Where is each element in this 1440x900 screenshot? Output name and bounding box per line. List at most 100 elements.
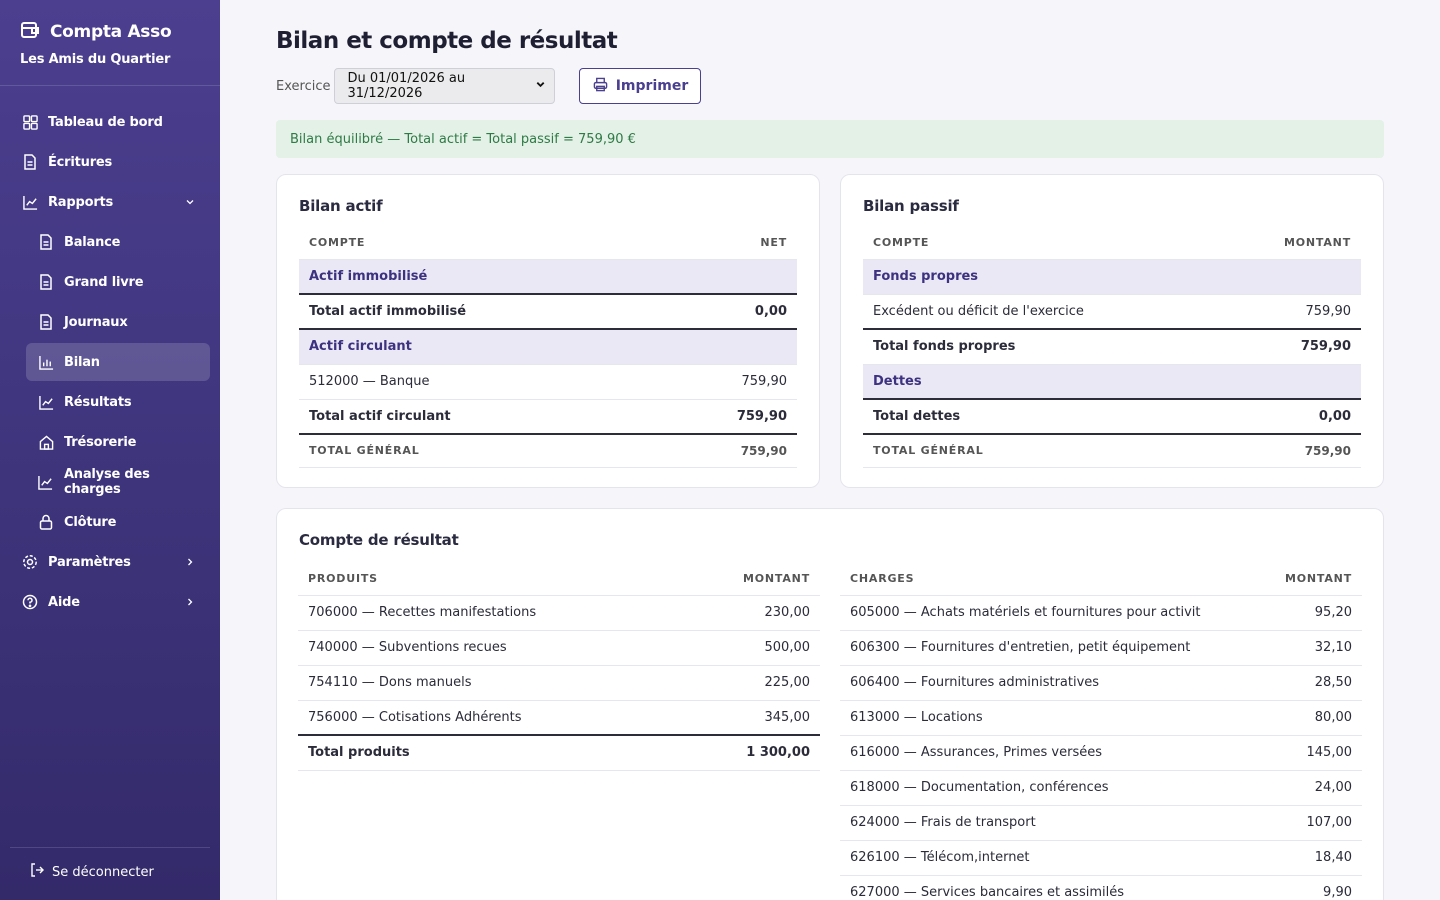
row-label: Total actif immobilisé: [299, 294, 656, 330]
table-group-row: Fonds propres: [863, 259, 1361, 295]
table-header-row: Produits Montant: [298, 563, 820, 596]
sidebar-item-journaux[interactable]: Journaux: [26, 303, 210, 341]
chevron-right-icon: [184, 556, 196, 568]
sidebar-item-label: Écritures: [48, 154, 113, 170]
sidebar-item-label: Résultats: [64, 394, 132, 410]
document-icon: [38, 314, 54, 330]
sidebar-item-grand-livre[interactable]: Grand livre: [26, 263, 210, 301]
table-row: 754110 — Dons manuels 225,00: [298, 665, 820, 701]
print-button[interactable]: Imprimer: [579, 68, 702, 104]
row-value: 500,00: [684, 630, 820, 666]
app-title: Compta Asso: [50, 22, 172, 42]
logout-label: Se déconnecter: [52, 864, 154, 880]
row-value: 32,10: [1262, 630, 1362, 666]
sidebar: Compta Asso Les Amis du Quartier Tableau…: [0, 0, 220, 900]
row-label: 740000 — Subventions recues: [298, 630, 685, 666]
sidebar-item-label: Bilan: [64, 354, 100, 370]
row-value: 759,90: [655, 434, 797, 468]
bilan-passif-table: Compte Montant Fonds propres Excédent ou…: [863, 227, 1361, 468]
sidebar-item-cloture[interactable]: Clôture: [26, 503, 210, 541]
row-label: 512000 — Banque: [299, 364, 656, 400]
sidebar-item-label: Trésorerie: [64, 434, 137, 450]
column-header: Produits: [298, 563, 685, 596]
row-label: 616000 — Assurances, Primes versées: [840, 735, 1263, 771]
group-label: Actif circulant: [299, 329, 797, 365]
organization-name: Les Amis du Quartier: [20, 52, 171, 67]
sidebar-item-label: Aide: [48, 594, 80, 610]
row-label: Total fonds propres: [863, 329, 1225, 365]
row-label: 626100 — Télécom,internet: [840, 840, 1263, 876]
exercice-select-value: Du 01/01/2026 au 31/12/2026: [347, 71, 466, 101]
logout-icon: [30, 863, 44, 881]
table-row: 618000 — Documentation, conférences 24,0…: [840, 770, 1362, 806]
sidebar-item-label: Grand livre: [64, 274, 144, 290]
table-row: Excédent ou déficit de l'exercice 759,90: [863, 294, 1361, 330]
row-value: 107,00: [1262, 805, 1362, 841]
document-icon: [22, 154, 38, 170]
row-label: Excédent ou déficit de l'exercice: [863, 294, 1225, 330]
page-title: Bilan et compte de résultat: [276, 28, 618, 54]
sidebar-item-resultats[interactable]: Résultats: [26, 383, 210, 421]
row-label: Total produits: [298, 735, 685, 771]
row-value: 759,90: [655, 364, 797, 400]
lock-icon: [38, 514, 54, 530]
column-header: Charges: [840, 563, 1263, 596]
table-total-row: Total actif circulant 759,90: [299, 399, 797, 435]
row-label: Total général: [299, 434, 656, 468]
sidebar-item-label: Clôture: [64, 514, 117, 530]
row-value: 145,00: [1262, 735, 1362, 771]
charges-table: Charges Montant 605000 — Achats matériel…: [840, 563, 1362, 900]
row-value: 18,40: [1262, 840, 1362, 876]
sidebar-item-analyse-des-charges[interactable]: Analyse des charges: [26, 463, 210, 501]
group-label: Fonds propres: [863, 259, 1361, 295]
toolbar: Exercice Du 01/01/2026 au 31/12/2026 Imp…: [276, 68, 702, 104]
sidebar-item-label: Balance: [64, 234, 121, 250]
chevron-down-icon: [184, 196, 196, 208]
table-row: 606400 — Fournitures administratives 28,…: [840, 665, 1362, 701]
row-value: 345,00: [684, 700, 820, 736]
sidebar-item-bilan[interactable]: Bilan: [26, 343, 210, 381]
table-row: 605000 — Achats matériels et fournitures…: [840, 595, 1362, 631]
table-total-row: Total actif immobilisé 0,00: [299, 294, 797, 330]
column-header: Montant: [684, 563, 820, 596]
table-total-row: Total dettes 0,00: [863, 399, 1361, 435]
table-header-row: Compte Net: [299, 227, 797, 260]
chart-line-icon: [22, 194, 38, 210]
sidebar-item-label: Paramètres: [48, 554, 131, 570]
row-value: 759,90: [655, 399, 797, 435]
sidebar-item-label: Analyse des charges: [63, 467, 150, 497]
table-grand-total-row: Total général 759,90: [299, 434, 797, 468]
row-label: Total actif circulant: [299, 399, 656, 435]
table-row: 740000 — Subventions recues 500,00: [298, 630, 820, 666]
row-label: Total général: [863, 434, 1225, 468]
brand: Compta Asso Les Amis du Quartier: [0, 0, 220, 86]
sidebar-item-tableau-de-bord[interactable]: Tableau de bord: [10, 103, 210, 141]
row-value: 759,90: [1224, 294, 1361, 330]
chevron-right-icon: [184, 596, 196, 608]
logout-button[interactable]: Se déconnecter: [10, 847, 210, 881]
table-group-row: Actif immobilisé: [299, 259, 797, 295]
row-value: 225,00: [684, 665, 820, 701]
table-header-row: Charges Montant: [840, 563, 1362, 596]
row-value: 28,50: [1262, 665, 1362, 701]
home-icon: [38, 434, 54, 450]
sidebar-item-parametres[interactable]: Paramètres: [10, 543, 210, 581]
row-label: 624000 — Frais de transport: [840, 805, 1263, 841]
compte-de-resultat-card: Compte de résultat Produits Montant 7060…: [276, 508, 1384, 900]
sidebar-item-aide[interactable]: Aide: [10, 583, 210, 621]
sidebar-item-ecritures[interactable]: Écritures: [10, 143, 210, 181]
bilan-actif-card: Bilan actif Compte Net Actif immobilisé …: [276, 174, 820, 488]
sidebar-item-rapports[interactable]: Rapports: [10, 183, 210, 221]
sidebar-item-tresorerie[interactable]: Trésorerie: [26, 423, 210, 461]
table-row: 606300 — Fournitures d'entretien, petit …: [840, 630, 1362, 666]
row-label: 754110 — Dons manuels: [298, 665, 685, 701]
column-header: Net: [655, 227, 797, 260]
document-icon: [38, 274, 54, 290]
table-row: 706000 — Recettes manifestations 230,00: [298, 595, 820, 631]
row-value: 80,00: [1262, 700, 1362, 736]
sidebar-item-balance[interactable]: Balance: [26, 223, 210, 261]
row-label: 605000 — Achats matériels et fournitures…: [840, 595, 1263, 631]
exercice-select[interactable]: Du 01/01/2026 au 31/12/2026: [334, 68, 556, 104]
balance-status-alert: Bilan équilibré — Total actif = Total pa…: [276, 120, 1384, 158]
row-label: 606400 — Fournitures administratives: [840, 665, 1263, 701]
